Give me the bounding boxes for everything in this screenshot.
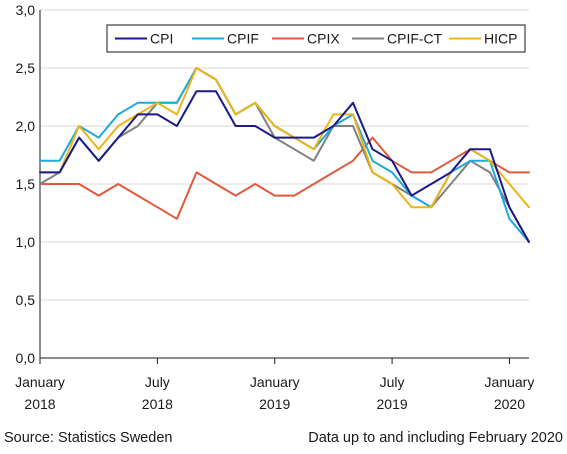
x-tick-label-year: 2020 [494,396,525,412]
x-tick-label-year: 2018 [142,396,173,412]
source-note: Source: Statistics Sweden [4,430,173,446]
y-tick-label: 1,0 [16,234,36,250]
legend-label-cpif-ct: CPIF-CT [387,31,443,47]
y-tick-label: 2,5 [16,60,36,76]
y-tick-label: 1,5 [16,176,36,192]
x-tick-label-month: January [250,374,300,390]
y-tick-label: 3,0 [16,2,36,18]
axes: 0,0 0,5 1,0 1,5 2,0 2,5 3,0 January 2018 July 2018… [15,2,534,412]
gridlines [40,9,529,301]
x-tick-label-month: January [485,374,535,390]
x-tick-label-year: 2019 [259,396,290,412]
cpi-line-chart: 0,0 0,5 1,0 1,5 2,0 2,5 3,0 January 2018 July 2018… [15,2,534,412]
x-tick-label-month: January [15,374,65,390]
y-tick-label: 2,0 [16,118,36,134]
x-tick-label-month: July [145,374,170,390]
series-line-cpif [39,67,530,243]
x-tick-label-month: July [380,374,405,390]
series-line-hicp [39,67,530,209]
series-line-cpix [39,136,530,220]
series-lines [39,67,530,243]
legend-label-cpif: CPIF [227,31,259,47]
x-tick-label-year: 2018 [24,396,55,412]
legend-label-cpix: CPIX [307,31,340,47]
legend-label-cpi: CPI [150,31,173,47]
y-tick-label: 0,0 [16,350,36,366]
data-coverage-note: Data up to and including February 2020 [308,430,563,446]
series-line-cpif-ct [39,67,530,243]
x-tick-label-year: 2019 [377,396,408,412]
legend: CPI CPIF CPIX CPIF-CT HICP [106,24,526,53]
series-line-cpi [39,90,530,243]
y-tick-label: 0,5 [16,292,36,308]
legend-label-hicp: HICP [484,31,517,47]
